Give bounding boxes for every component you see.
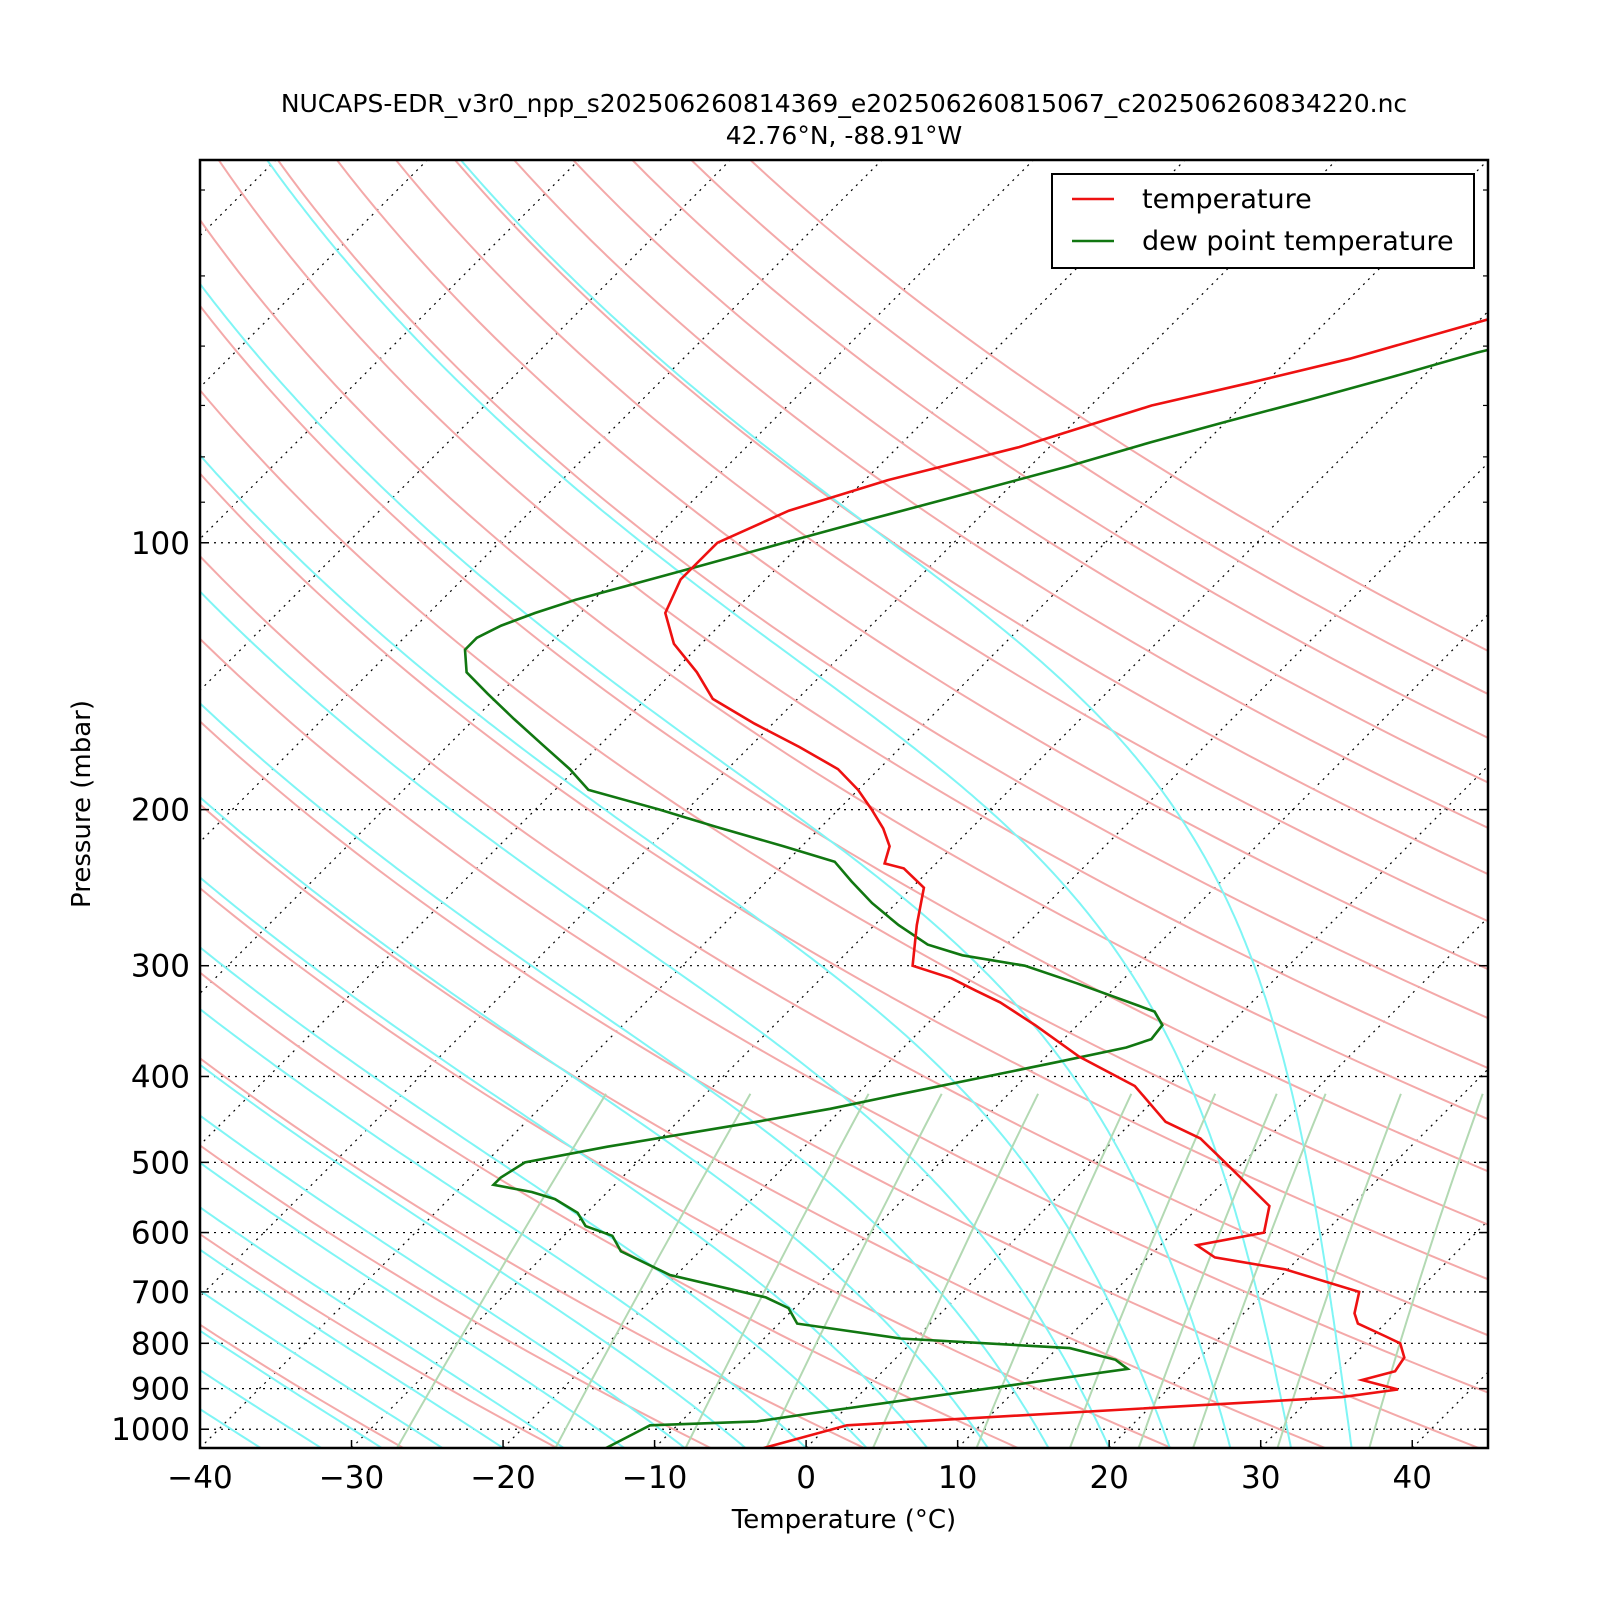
mixing-ratio-lines <box>396 1093 1484 1448</box>
legend: temperature dew point temperature <box>1051 173 1475 269</box>
moist-adiabat <box>200 876 929 1448</box>
mixing-ratio-line <box>765 1093 943 1448</box>
y-tick-label: 100 <box>131 526 190 562</box>
y-tick-label: 600 <box>131 1216 190 1252</box>
plot-frame <box>198 158 1490 1450</box>
x-axis-ticks: −40 −30 −20 −10 0 10 20 30 40 <box>167 160 1489 1496</box>
mixing-ratio-line <box>1368 1093 1484 1448</box>
isotherm--130 <box>0 160 124 1448</box>
dry-adiabat <box>200 637 1488 1394</box>
y-tick-label: 700 <box>131 1275 190 1311</box>
isotherm--50 <box>200 160 1337 1298</box>
y-tick-label: 500 <box>131 1145 190 1181</box>
x-tick-label: −40 <box>167 1460 232 1496</box>
dry-adiabat <box>690 160 1488 696</box>
x-tick-label: −20 <box>470 1460 535 1496</box>
dry-adiabat <box>200 1057 865 1448</box>
legend-box <box>1051 173 1475 269</box>
y-tick-label: 300 <box>131 949 190 985</box>
x-axis-label: Temperature (°C) <box>731 1505 956 1535</box>
moist-adiabat <box>200 795 989 1448</box>
x-tick-label: 30 <box>1241 1460 1280 1496</box>
moist-adiabat <box>200 282 1232 1448</box>
dry-adiabat <box>572 160 1488 784</box>
isotherm-0 <box>805 765 1488 1448</box>
dry-adiabat <box>200 971 1019 1448</box>
dry-adiabat <box>200 803 1326 1448</box>
mixing-ratio-line <box>554 1093 752 1448</box>
y-tick-label: 800 <box>131 1326 190 1362</box>
x-tick-label: −30 <box>319 1460 384 1496</box>
dry-adiabat <box>217 160 1488 1070</box>
isotherm--30 <box>351 310 1488 1448</box>
dry-adiabat <box>200 304 1488 1173</box>
moist-adiabat <box>266 160 1292 1448</box>
temperature-series-line <box>663 318 1488 1448</box>
isotherm-10 <box>957 916 1488 1448</box>
dry-adiabat <box>395 160 1488 923</box>
x-tick-label: 10 <box>938 1460 977 1496</box>
isotherm--20 <box>502 462 1488 1448</box>
y-tick-label: 900 <box>131 1372 190 1408</box>
y-axis-ticks: 100 200 300 400 500 600 700 800 900 1000 <box>111 189 1488 1448</box>
x-tick-label: 0 <box>796 1460 816 1496</box>
isotherm--60 <box>200 160 1186 1146</box>
dry-adiabat <box>200 1144 712 1448</box>
moist-adiabat <box>200 1063 747 1448</box>
isotherm--40 <box>200 160 1488 1448</box>
dry-adiabat <box>200 720 1480 1448</box>
plot-area <box>0 160 1600 1448</box>
moist-adiabat <box>200 1206 565 1448</box>
mixing-ratio-line <box>872 1093 1039 1448</box>
mixing-ratio-line <box>1137 1093 1278 1448</box>
dry-adiabat <box>336 160 1488 971</box>
legend-temperature-label: temperature <box>1142 184 1312 215</box>
isotherm-gridlines <box>0 160 1600 1448</box>
dry-adiabats <box>200 160 1488 1448</box>
dewpoint-series-line <box>463 348 1488 1448</box>
isotherm--80 <box>200 160 883 843</box>
dry-adiabat <box>200 554 1488 1337</box>
mixing-ratio-line <box>1068 1093 1217 1448</box>
dry-adiabat <box>454 160 1488 876</box>
moist-adiabat <box>200 1329 383 1448</box>
dry-adiabat <box>200 388 1488 1226</box>
x-tick-label: 20 <box>1089 1460 1128 1496</box>
mixing-ratio-line <box>1276 1093 1402 1448</box>
isotherm-50 <box>1564 160 1600 1448</box>
chart-subtitle: 42.76°N, -88.91°W <box>726 121 962 150</box>
dry-adiabat <box>631 160 1488 739</box>
moist-adiabat <box>460 160 1353 1448</box>
dry-adiabat <box>200 886 1172 1448</box>
isotherm-20 <box>1108 1068 1488 1448</box>
x-tick-label: 40 <box>1393 1460 1432 1496</box>
mixing-ratio-line <box>1192 1093 1327 1448</box>
moist-adiabat <box>200 453 1171 1448</box>
isotherm-40 <box>1411 1371 1488 1448</box>
y-axis-label: Pressure (mbar) <box>67 700 97 908</box>
moist-adiabat <box>200 702 1050 1448</box>
dry-adiabat <box>276 160 1488 1020</box>
dry-adiabat <box>200 472 1488 1281</box>
dry-adiabat <box>200 1323 404 1448</box>
mixing-ratio-line <box>684 1093 870 1448</box>
moist-adiabat <box>200 1161 625 1448</box>
moist-adiabat <box>200 590 1111 1448</box>
x-tick-label: −10 <box>622 1460 687 1496</box>
y-tick-label: 200 <box>131 793 190 829</box>
y-tick-label: 1000 <box>111 1412 190 1448</box>
isotherm--10 <box>654 613 1488 1448</box>
y-tick-label: 400 <box>131 1059 190 1095</box>
moist-adiabats <box>200 160 1353 1448</box>
mixing-ratio-line <box>975 1093 1133 1448</box>
dry-adiabat <box>513 160 1488 829</box>
chart-title: NUCAPS-EDR_v3r0_npp_s202506260814369_e20… <box>281 89 1407 118</box>
dry-adiabat <box>749 160 1488 652</box>
moist-adiabat <box>200 1114 686 1448</box>
moist-adiabat <box>200 1007 807 1448</box>
legend-dewpoint-label: dew point temperature <box>1142 226 1454 257</box>
